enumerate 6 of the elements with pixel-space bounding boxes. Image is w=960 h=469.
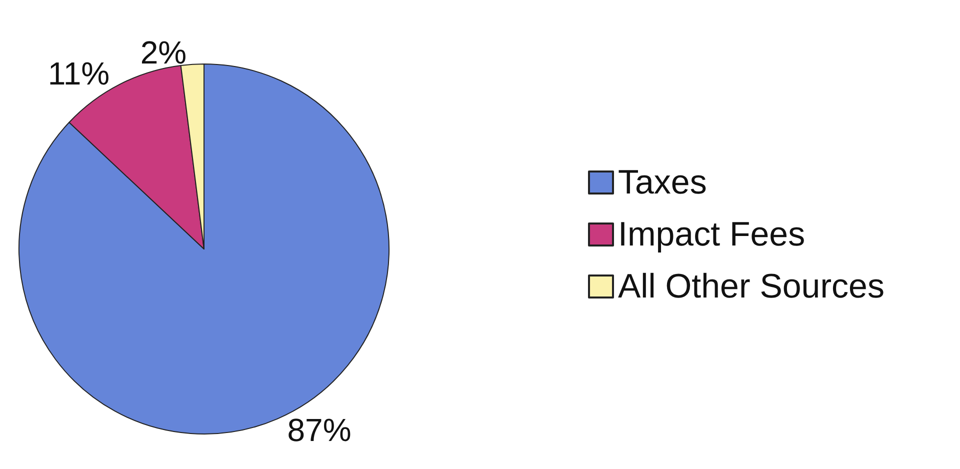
- data-label: 2%: [140, 34, 187, 70]
- legend-label: Taxes: [618, 164, 707, 202]
- legend-label: All Other Sources: [618, 268, 884, 306]
- data-label: 87%: [287, 412, 352, 448]
- legend-label: Impact Fees: [618, 216, 806, 254]
- data-label: 11%: [48, 55, 110, 92]
